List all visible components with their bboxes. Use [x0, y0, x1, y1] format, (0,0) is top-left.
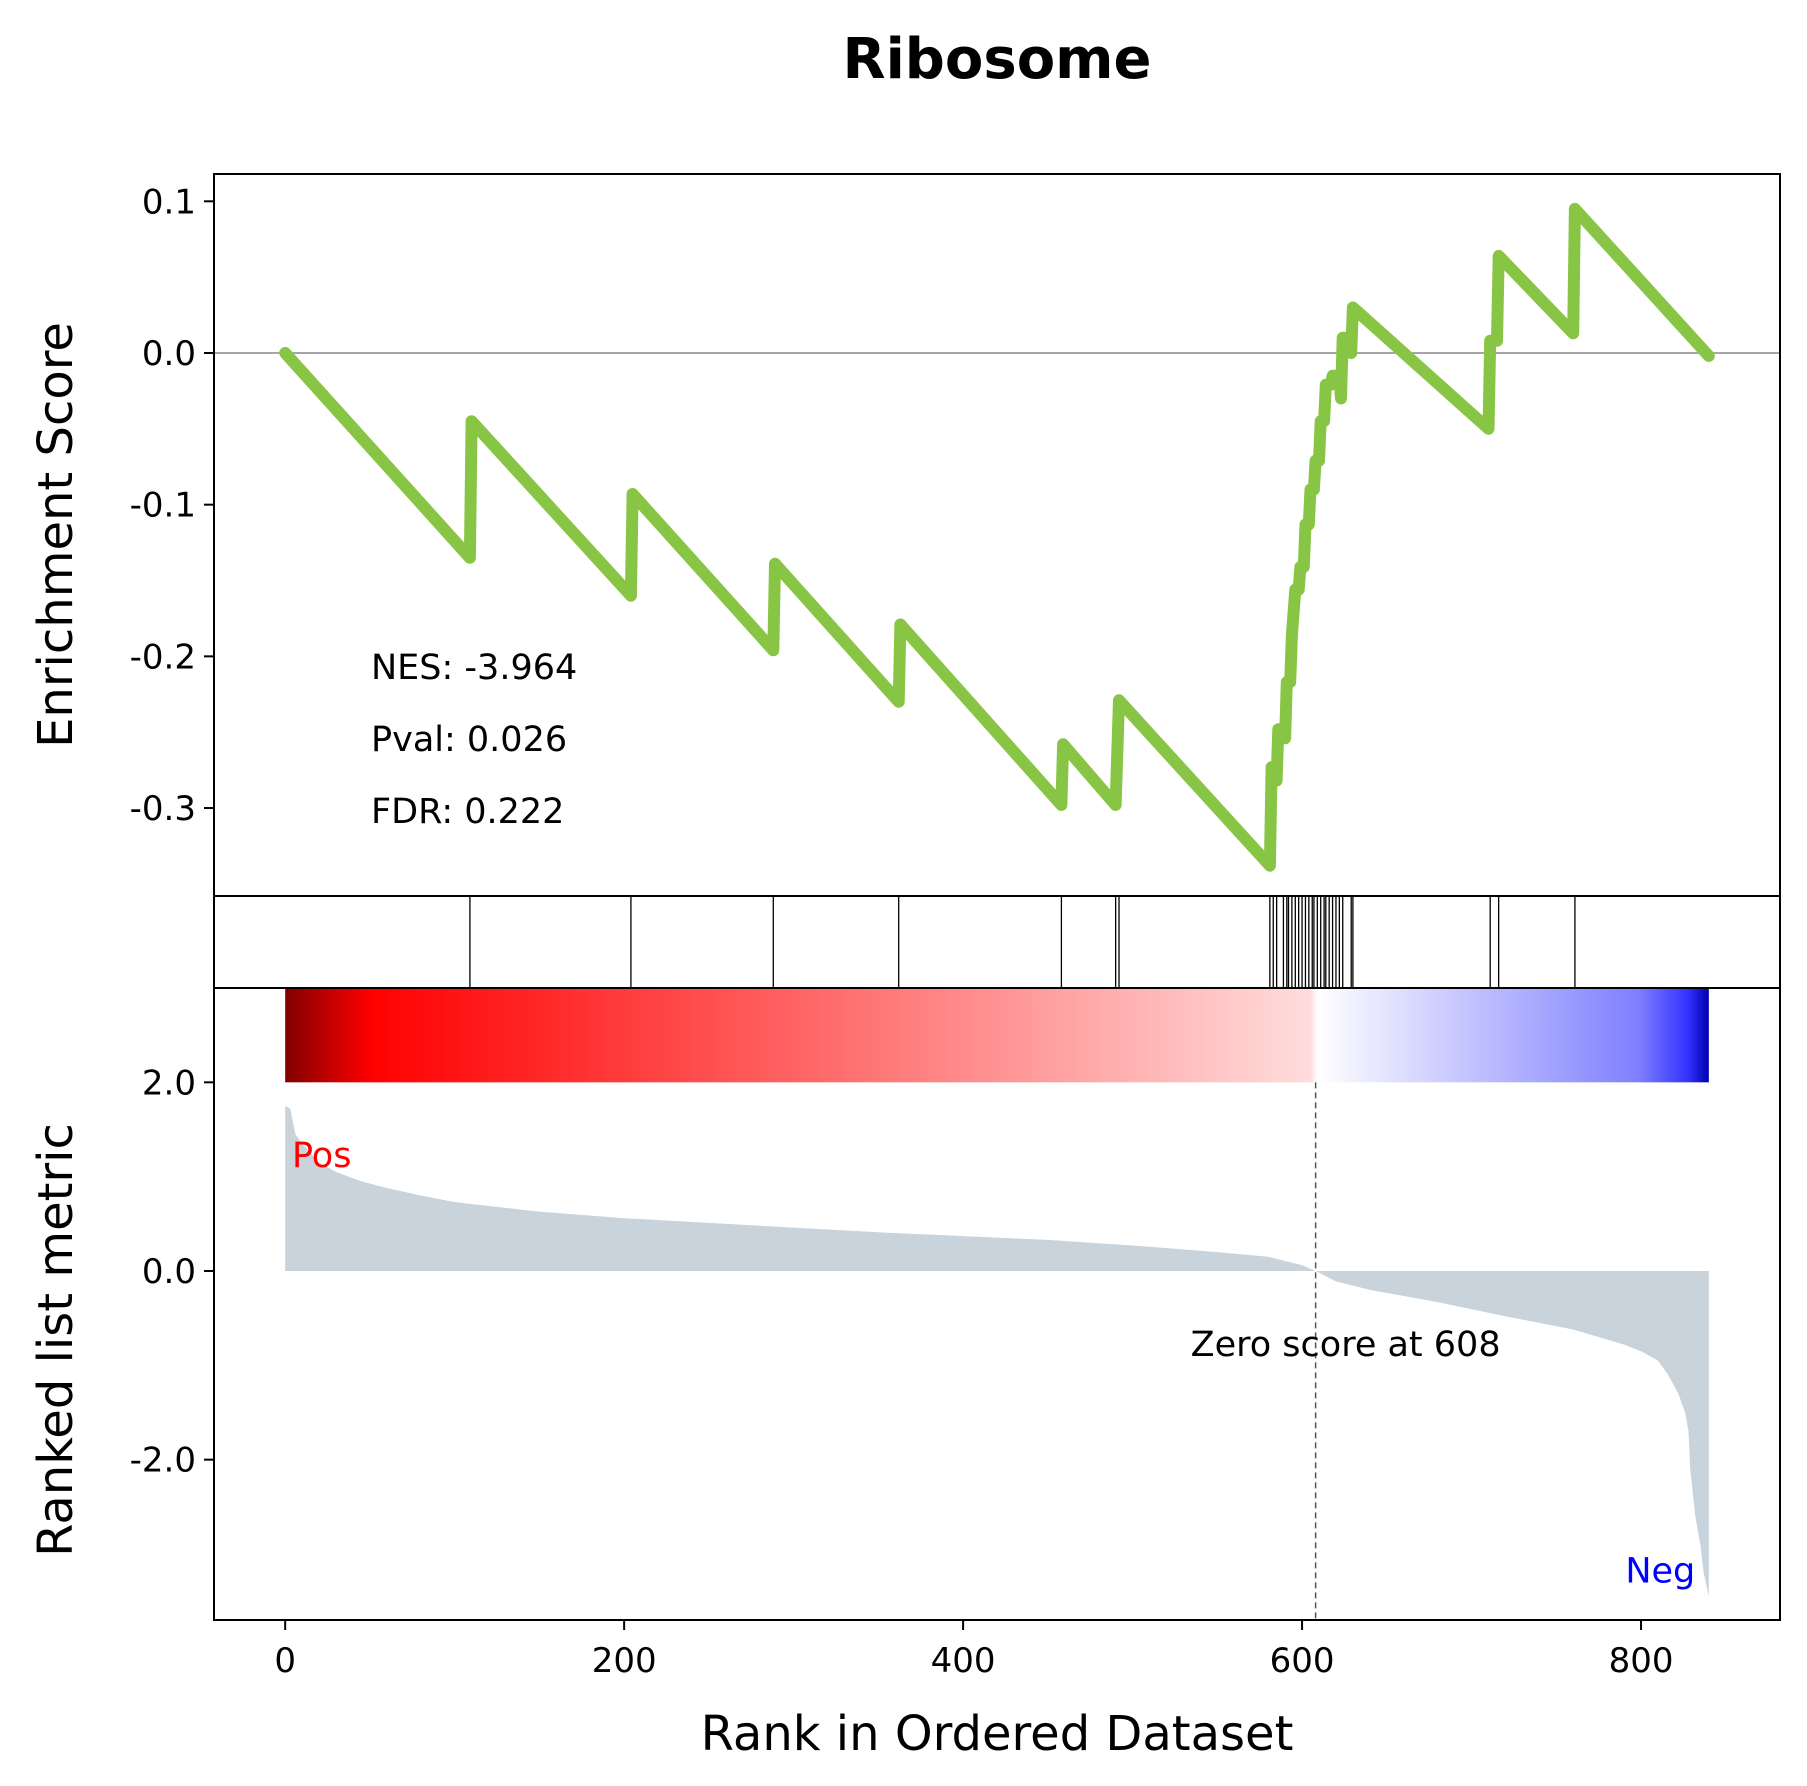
es-ylabel: Enrichment Score — [28, 322, 84, 748]
rm-ytick-label: 0.0 — [142, 1252, 196, 1292]
x-axis-label: Rank in Ordered Dataset — [701, 1706, 1294, 1762]
pos-label: Pos — [292, 1136, 352, 1176]
es-ytick-label: 0.0 — [142, 334, 196, 374]
x-tick-label: 400 — [931, 1641, 996, 1681]
pval-stat: Pval: 0.026 — [371, 720, 567, 760]
nes-stat: NES: -3.964 — [371, 648, 577, 688]
es-ytick-label: -0.1 — [130, 486, 196, 526]
es-ytick-label: -0.3 — [130, 789, 196, 829]
rm-frame — [213, 987, 1781, 1621]
ranked-metric-area — [285, 1105, 1709, 1597]
x-tick-label: 200 — [592, 1641, 657, 1681]
es-ytick-label: -0.2 — [130, 637, 196, 677]
rank-colorbar — [285, 988, 1709, 1083]
rm-ytick-label: -2.0 — [130, 1441, 196, 1481]
es-ytick-label: 0.1 — [142, 182, 196, 222]
fdr-stat: FDR: 0.222 — [371, 792, 564, 832]
rm-ylabel: Ranked list metric — [28, 1123, 84, 1557]
chart-title: Ribosome — [842, 27, 1151, 92]
ranked-metric-panel: Zero score at 608 Pos Neg 2.0 0.0 -2.0 Ran… — [28, 987, 1781, 1621]
es-line — [279, 202, 1715, 872]
neg-label: Neg — [1625, 1551, 1695, 1591]
x-tick-label: 800 — [1609, 1641, 1674, 1681]
zero-score-label: Zero score at 608 — [1191, 1325, 1501, 1365]
enrichment-panel: 0.1 0.0 -0.1 -0.2 -0.3 NES: -3.964 Pval: 0.0… — [28, 173, 1781, 897]
rm-ytick-label: 2.0 — [142, 1063, 196, 1103]
hits-frame — [213, 895, 1781, 989]
x-tick-label: 0 — [274, 1641, 296, 1681]
x-tick-label: 600 — [1270, 1641, 1335, 1681]
hits-panel — [213, 895, 1781, 989]
